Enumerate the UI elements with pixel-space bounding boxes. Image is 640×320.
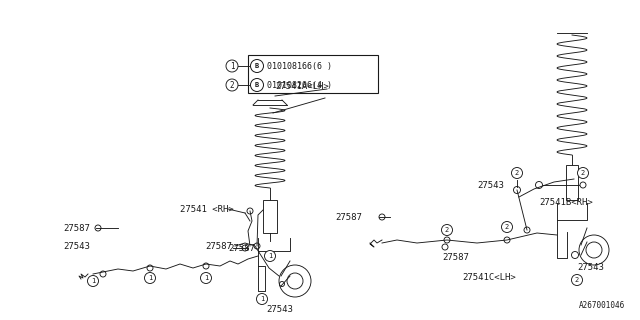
Text: 010108206(4 ): 010108206(4 ) [267, 81, 332, 90]
Text: 1: 1 [268, 253, 272, 259]
Circle shape [250, 78, 264, 92]
Bar [566, 165, 578, 200]
Bar [263, 200, 277, 233]
Text: 2: 2 [445, 227, 449, 233]
Circle shape [145, 273, 156, 284]
Circle shape [579, 235, 609, 265]
Circle shape [577, 167, 589, 179]
Text: 27587: 27587 [442, 252, 469, 261]
Text: 27587: 27587 [335, 212, 362, 221]
Circle shape [511, 167, 522, 179]
Circle shape [572, 275, 582, 285]
Text: 27543: 27543 [267, 305, 293, 314]
Circle shape [264, 251, 275, 261]
Text: 2: 2 [505, 224, 509, 230]
Bar [248, 55, 378, 93]
Text: 2: 2 [581, 170, 585, 176]
Text: 27587: 27587 [205, 242, 232, 251]
Text: 1: 1 [148, 275, 152, 281]
Circle shape [226, 79, 238, 91]
Text: 1: 1 [91, 278, 95, 284]
Text: A267001046: A267001046 [579, 301, 625, 310]
Text: 1: 1 [230, 61, 234, 70]
Circle shape [88, 276, 99, 286]
Text: 27541C<LH>: 27541C<LH> [462, 273, 516, 282]
Text: 1: 1 [204, 275, 208, 281]
Text: 2: 2 [575, 277, 579, 283]
Text: 27543: 27543 [577, 262, 604, 271]
Circle shape [257, 293, 268, 305]
Text: B: B [255, 63, 259, 69]
Text: 27587: 27587 [63, 223, 90, 233]
Text: 27543: 27543 [63, 242, 90, 251]
Text: 27587: 27587 [228, 244, 255, 252]
Circle shape [200, 273, 211, 284]
Text: 2: 2 [230, 81, 234, 90]
Text: 27541B<RH>: 27541B<RH> [539, 197, 593, 206]
Text: 010108166(6 ): 010108166(6 ) [267, 61, 332, 70]
Text: 27541A<LH>: 27541A<LH> [275, 82, 329, 91]
Circle shape [226, 60, 238, 72]
Text: 1: 1 [260, 296, 264, 302]
Circle shape [502, 221, 513, 233]
Text: 2: 2 [515, 170, 519, 176]
Circle shape [279, 265, 311, 297]
Circle shape [250, 60, 264, 73]
Text: 27541 <RH>: 27541 <RH> [180, 204, 234, 213]
Text: 27543: 27543 [477, 180, 504, 189]
Text: B: B [255, 82, 259, 88]
Circle shape [442, 225, 452, 236]
